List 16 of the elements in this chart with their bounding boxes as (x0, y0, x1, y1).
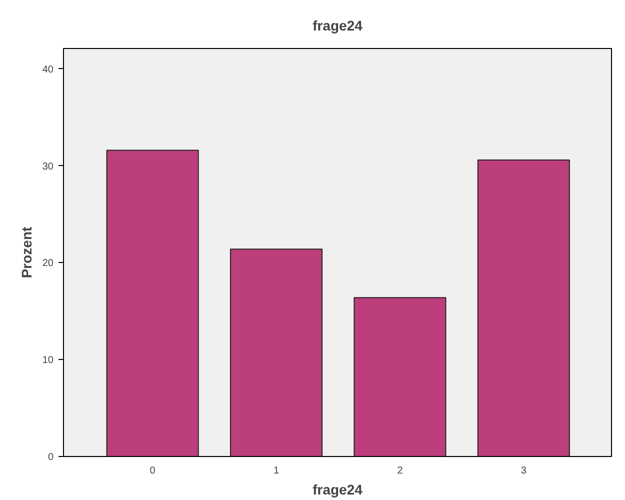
y-tick-label: 0 (48, 452, 54, 463)
bar (477, 159, 570, 456)
bar (230, 248, 323, 456)
x-tick-label: 1 (273, 466, 280, 476)
y-tick-label: 30 (42, 161, 54, 172)
x-tick-label: 3 (520, 466, 527, 476)
x-tick-label: 0 (150, 466, 156, 476)
x-tick-label: 2 (397, 466, 404, 476)
bar (354, 297, 446, 456)
y-tick-label: 10 (42, 355, 54, 366)
y-tick-label: 20 (42, 258, 54, 270)
y-axis-title: Prozent (18, 226, 34, 278)
bar (106, 150, 199, 456)
x-axis-title: frage24 (312, 482, 363, 498)
chart-title: frage24 (312, 18, 363, 34)
y-tick-label: 40 (42, 64, 54, 76)
